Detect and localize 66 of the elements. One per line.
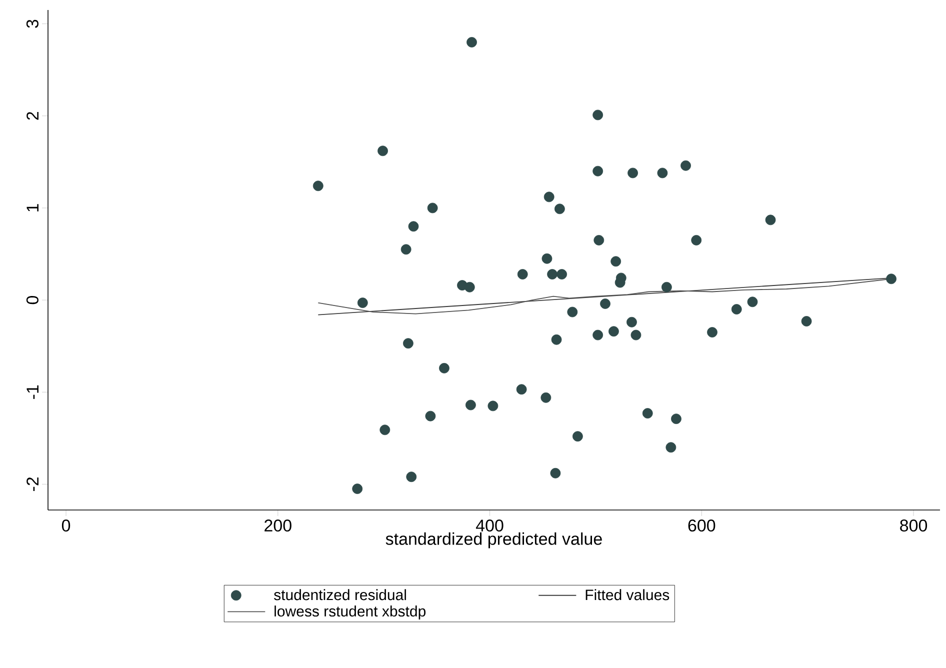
point xyxy=(592,110,604,120)
point xyxy=(707,327,718,338)
point xyxy=(378,146,388,156)
point xyxy=(554,204,565,214)
point xyxy=(464,282,475,292)
point xyxy=(352,484,363,494)
point xyxy=(402,338,414,349)
point xyxy=(408,221,419,232)
y-tick-label: -2 xyxy=(26,478,38,492)
point xyxy=(357,298,368,308)
point xyxy=(661,282,672,292)
point xyxy=(628,168,638,178)
point xyxy=(626,316,637,328)
point xyxy=(488,400,498,412)
x-tick-label: 0 xyxy=(62,520,70,532)
legend-label: studentized residual xyxy=(274,589,406,600)
x-tick-label: 600 xyxy=(688,520,716,532)
point xyxy=(516,384,527,395)
x-tick-label: 400 xyxy=(476,520,504,532)
point xyxy=(592,166,604,176)
y-tick-label: 3 xyxy=(26,20,38,28)
point xyxy=(427,202,438,214)
point xyxy=(380,424,390,436)
point xyxy=(610,256,622,267)
x-tick-label: 200 xyxy=(264,520,292,532)
legend-label: lowess rstudent xbstdp xyxy=(274,606,426,620)
point xyxy=(594,234,604,246)
point xyxy=(312,180,324,192)
point xyxy=(542,253,552,264)
point xyxy=(801,316,812,326)
point xyxy=(439,362,450,374)
point xyxy=(608,326,619,337)
point xyxy=(671,414,682,424)
point xyxy=(765,214,776,226)
point xyxy=(466,400,476,410)
point xyxy=(567,306,578,318)
legend-label: Fitted values xyxy=(586,589,670,600)
point xyxy=(556,269,568,280)
y-tick-label: 0 xyxy=(26,296,38,304)
y-tick-label: -1 xyxy=(26,385,38,399)
point xyxy=(691,234,702,246)
point xyxy=(547,269,558,280)
point xyxy=(551,334,562,345)
point xyxy=(400,244,412,255)
y-tick-label: 1 xyxy=(26,204,38,212)
point xyxy=(630,330,642,340)
point xyxy=(466,37,477,48)
point xyxy=(425,410,436,422)
point xyxy=(642,408,653,418)
point xyxy=(406,472,417,482)
point xyxy=(592,330,604,340)
y-tick-label: 2 xyxy=(26,112,38,120)
point xyxy=(540,392,552,403)
point xyxy=(680,160,691,171)
x-axis-title: standardized predicted value xyxy=(386,532,602,548)
x-tick-label: 800 xyxy=(900,520,928,532)
point xyxy=(886,274,896,284)
point xyxy=(747,296,758,308)
point xyxy=(600,298,610,309)
point xyxy=(544,192,554,202)
point xyxy=(657,168,668,178)
point xyxy=(572,431,583,442)
point xyxy=(550,468,561,478)
point xyxy=(517,269,528,280)
point xyxy=(731,304,742,314)
point xyxy=(666,442,676,453)
